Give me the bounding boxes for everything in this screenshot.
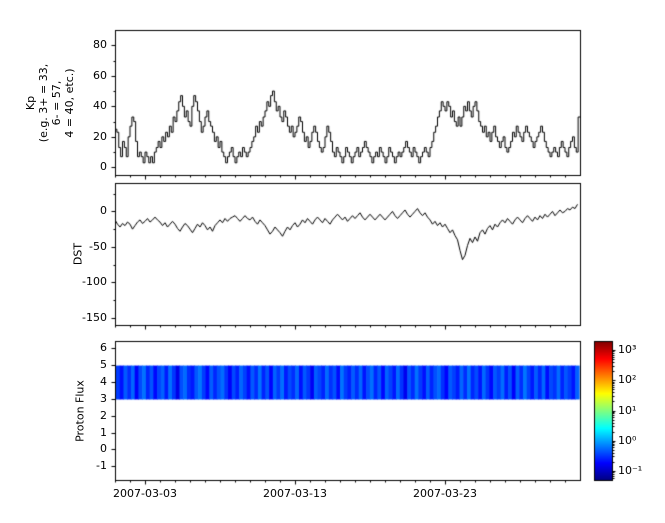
x-tick-label: 2007-03-23 bbox=[413, 487, 477, 500]
dst-y-tick-label: -150 bbox=[82, 311, 107, 324]
x-tick-label: 2007-03-13 bbox=[263, 487, 327, 500]
colorbar-tick-label: 10² bbox=[618, 373, 637, 386]
flux-y-tick-label: 4 bbox=[100, 375, 107, 388]
dst-y-tick-label: 0 bbox=[100, 204, 107, 217]
kp-y-tick-label: 40 bbox=[93, 99, 107, 112]
flux-y-tick-label: 5 bbox=[100, 358, 107, 371]
x-tick-label: 2007-03-03 bbox=[113, 487, 177, 500]
colorbar-tick-label: 10⁻¹ bbox=[618, 464, 643, 477]
colorbar-tick-label: 10¹ bbox=[618, 404, 637, 417]
kp-y-tick-label: 80 bbox=[93, 38, 107, 51]
flux-y-tick-label: 3 bbox=[100, 392, 107, 405]
dst-y-tick-label: -50 bbox=[89, 240, 107, 253]
dst-y-tick-label: -100 bbox=[82, 275, 107, 288]
flux-y-tick-label: 2 bbox=[100, 409, 107, 422]
colorbar-tick-label: 10⁰ bbox=[618, 434, 637, 447]
flux-y-tick-label: 0 bbox=[100, 442, 107, 455]
kp-y-tick-label: 60 bbox=[93, 69, 107, 82]
kp-y-tick-label: 20 bbox=[93, 130, 107, 143]
colorbar-tick-label: 10³ bbox=[618, 343, 637, 356]
flux-y-tick-label: 6 bbox=[100, 341, 107, 354]
kp-y-tick-label: 0 bbox=[100, 160, 107, 173]
flux-y-tick-label: -1 bbox=[96, 459, 107, 472]
flux-y-tick-label: 1 bbox=[100, 426, 107, 439]
